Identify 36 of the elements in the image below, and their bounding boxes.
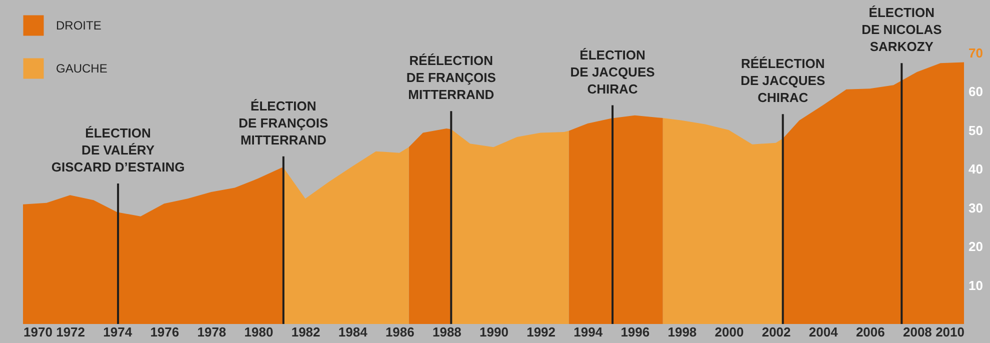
y-tick-label: 20 bbox=[968, 239, 983, 254]
x-tick-label: 1992 bbox=[526, 324, 556, 340]
x-tick-label: 1984 bbox=[338, 324, 368, 340]
x-tick-label: 2002 bbox=[762, 324, 791, 340]
legend-label: DROITE bbox=[56, 18, 102, 32]
legend-label: GAUCHE bbox=[56, 62, 108, 76]
x-tick-label: 2004 bbox=[808, 324, 839, 340]
x-tick-label: 2000 bbox=[714, 324, 744, 340]
y-tick-label: 50 bbox=[968, 122, 983, 138]
y-tick-label: 70 bbox=[968, 46, 983, 60]
x-tick-label: 1982 bbox=[291, 324, 320, 340]
x-tick-label: 1988 bbox=[432, 324, 462, 340]
annotation: RÉÉLECTION DE FRANÇOIS MITTERRAND bbox=[406, 53, 496, 102]
annotation: ÉLECTION DE NICOLAS SARKOZY bbox=[862, 5, 942, 54]
y-tick-label: 10 bbox=[968, 278, 983, 293]
annotation: RÉÉLECTION DE JACQUES CHIRAC bbox=[740, 56, 826, 106]
y-tick-label: 60 bbox=[968, 84, 983, 100]
annotation: ÉLECTION DE JACQUES CHIRAC bbox=[570, 47, 656, 96]
annotation: ÉLECTION DE FRANÇOIS MITTERRAND bbox=[238, 98, 329, 148]
x-tick-label: 1974 bbox=[103, 324, 133, 340]
x-tick-label: 1972 bbox=[56, 324, 86, 340]
x-tick-label: 1986 bbox=[385, 324, 414, 340]
x-tick-label: 1994 bbox=[574, 324, 604, 340]
x-tick-label: 1996 bbox=[620, 324, 650, 340]
x-tick-label: 2008 bbox=[902, 324, 932, 340]
x-tick-label: 1970 bbox=[24, 324, 52, 340]
x-tick-label: 2006 bbox=[856, 324, 885, 340]
y-tick-label: 40 bbox=[968, 162, 983, 177]
x-tick-label: 2010 bbox=[936, 324, 964, 340]
annotation: ÉLECTION DE VALÉRY GISCARD D’ESTAING bbox=[51, 125, 185, 174]
x-tick-label: 1990 bbox=[480, 324, 508, 340]
x-tick-label: 1980 bbox=[244, 324, 274, 340]
x-tick-label: 1976 bbox=[150, 324, 180, 340]
x-tick-label: 1978 bbox=[197, 324, 226, 340]
x-tick-label: 1998 bbox=[668, 324, 697, 340]
y-tick-label: 30 bbox=[968, 200, 983, 216]
